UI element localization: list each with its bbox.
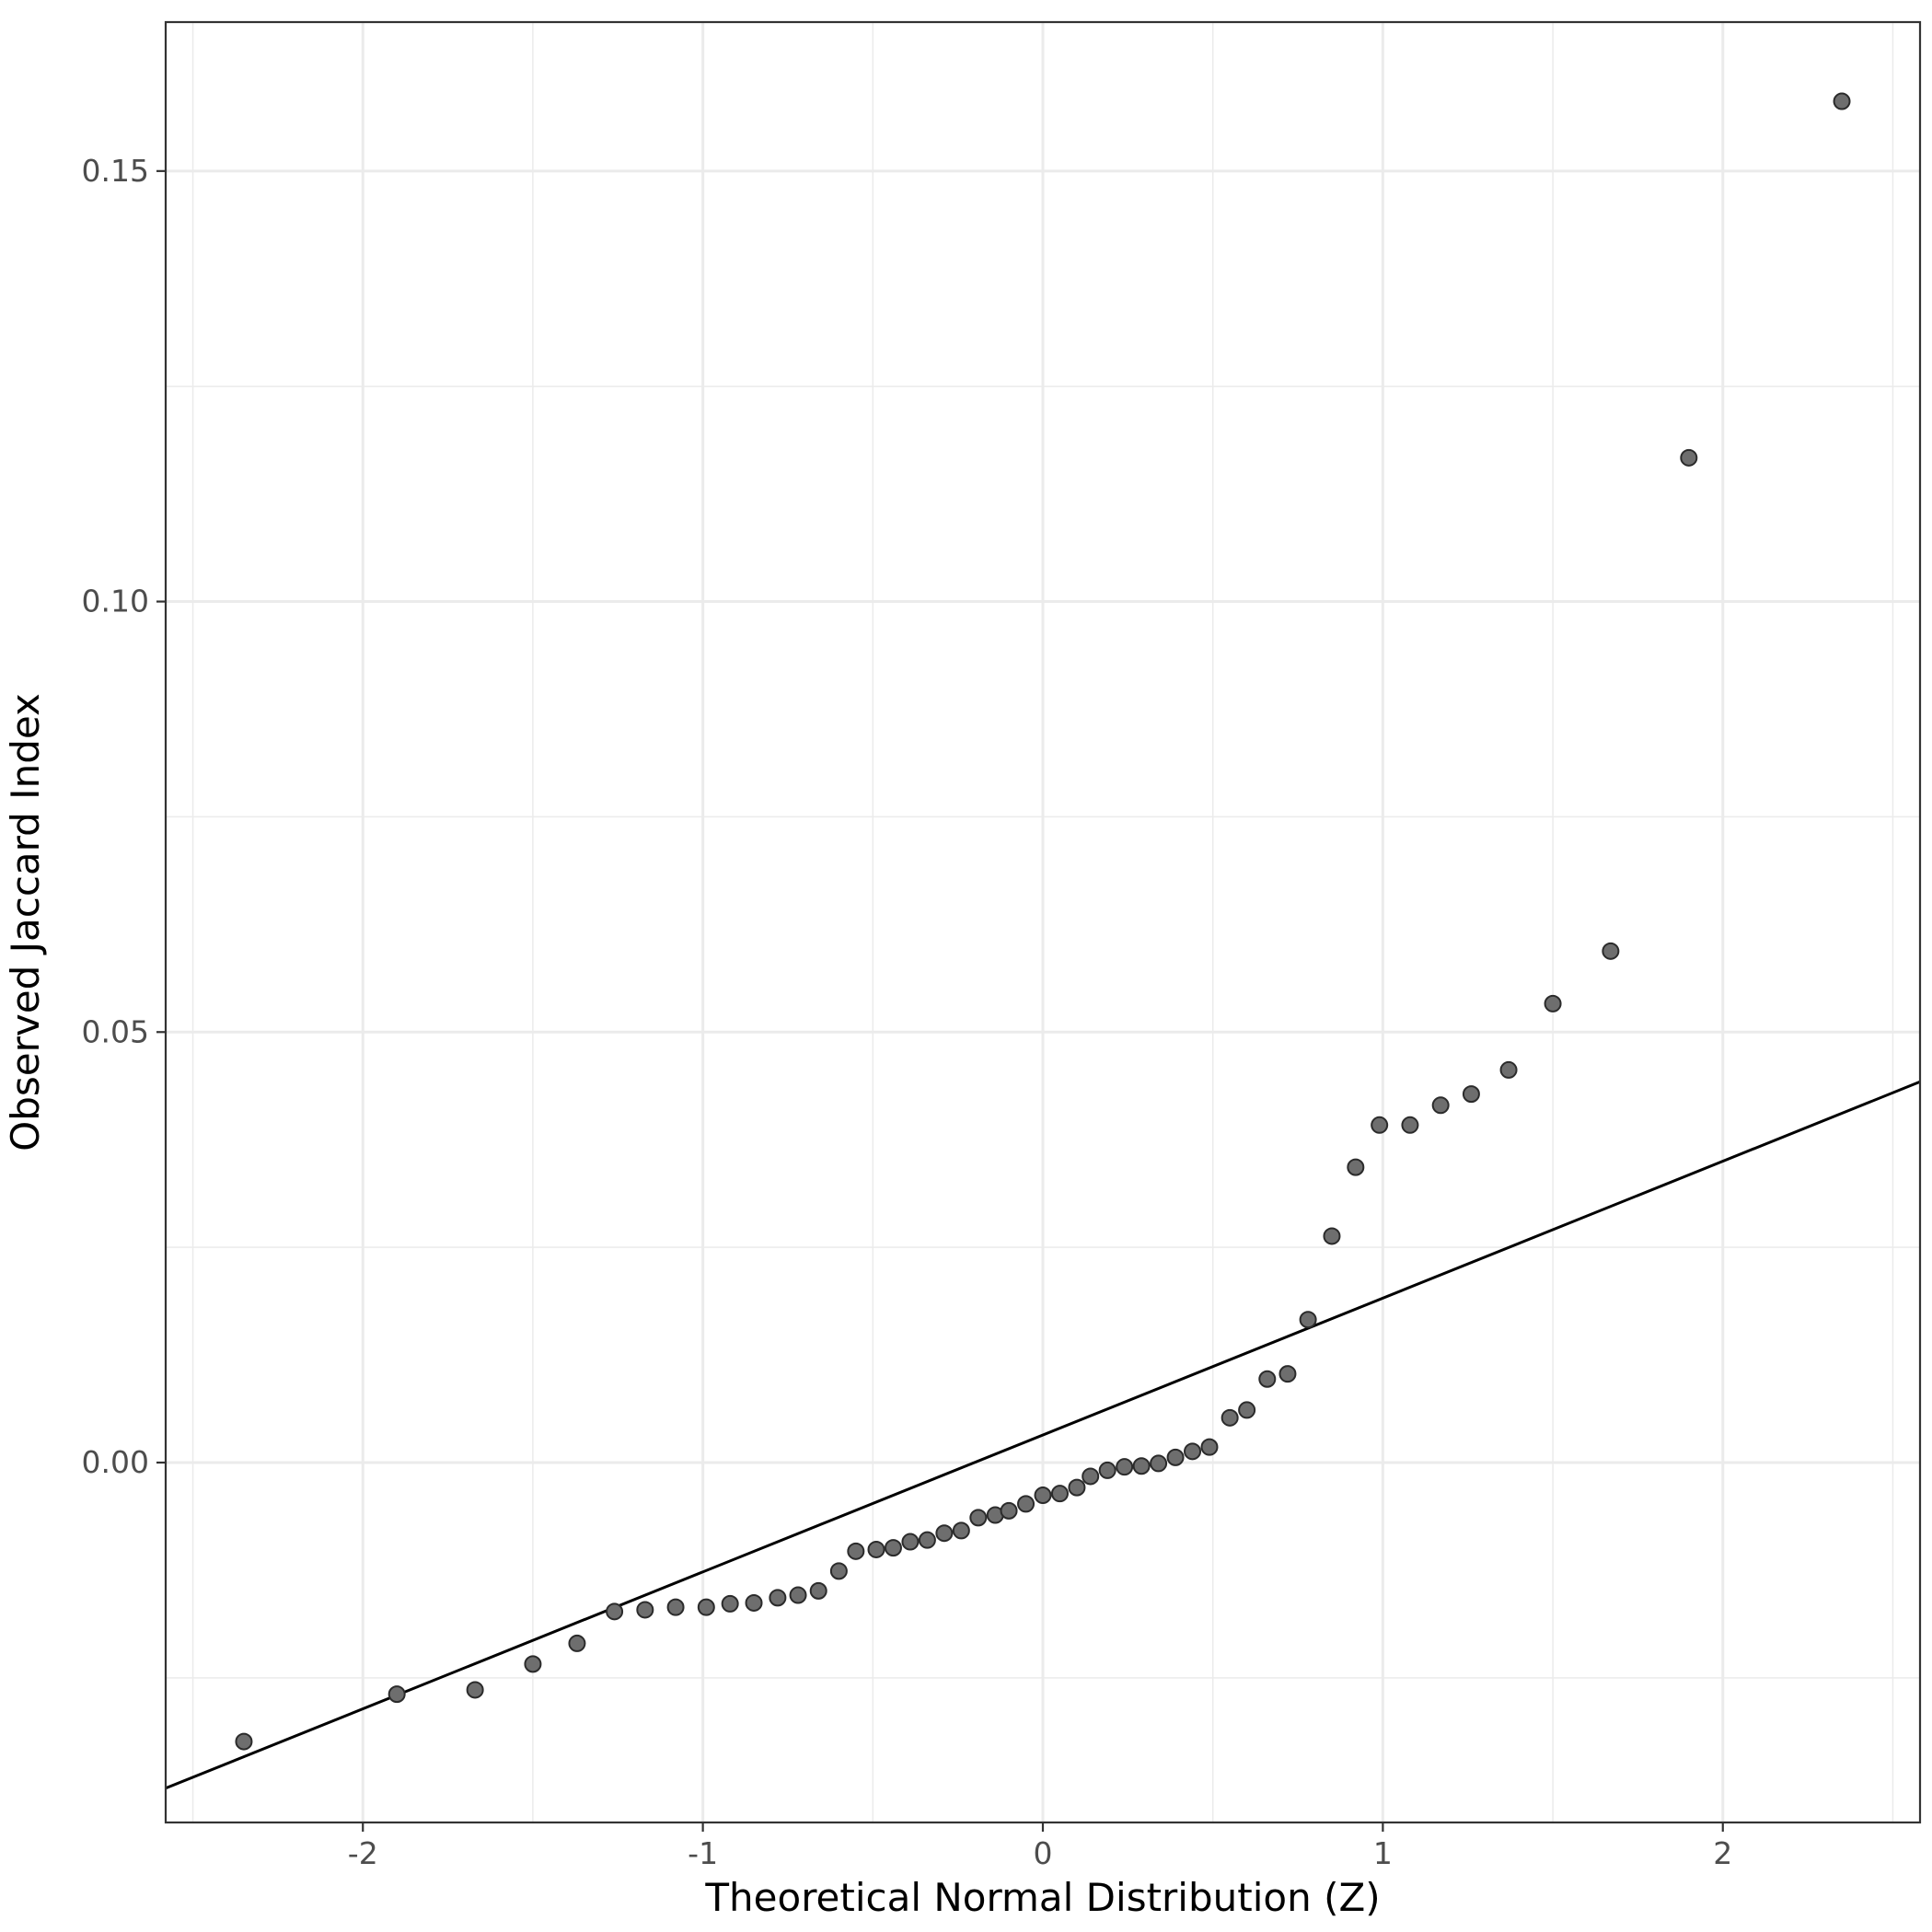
data-point xyxy=(867,1540,885,1558)
x-axis: -2 -1 0 1 2 xyxy=(348,1822,1732,1871)
data-point xyxy=(1238,1401,1256,1419)
x-tick-label: -2 xyxy=(348,1835,378,1871)
data-point xyxy=(1258,1370,1277,1388)
reference-line-group xyxy=(166,1080,1920,1790)
y-tick-label: 0.05 xyxy=(82,1013,149,1049)
data-point xyxy=(901,1533,920,1551)
data-point xyxy=(745,1593,763,1612)
data-point xyxy=(388,1685,406,1704)
data-point xyxy=(697,1598,715,1616)
data-point xyxy=(1680,448,1698,467)
data-point xyxy=(829,1562,848,1580)
data-point xyxy=(1068,1478,1086,1497)
data-point xyxy=(1034,1487,1052,1505)
data-point xyxy=(1098,1461,1116,1479)
data-point xyxy=(847,1542,865,1560)
data-point xyxy=(1050,1485,1069,1503)
y-tick-label: 0.15 xyxy=(82,153,149,189)
data-point xyxy=(1431,1096,1450,1115)
data-point xyxy=(1371,1116,1389,1134)
data-point xyxy=(1166,1448,1185,1466)
data-point xyxy=(1347,1158,1365,1176)
x-tick-label: 0 xyxy=(1034,1835,1053,1871)
data-point xyxy=(1116,1458,1134,1476)
data-point xyxy=(1602,942,1620,960)
major-gridlines xyxy=(166,22,1920,1822)
data-point xyxy=(789,1586,807,1604)
data-point xyxy=(1082,1467,1100,1486)
data-point xyxy=(606,1602,624,1621)
data-point xyxy=(1150,1454,1168,1473)
x-tick-label: -1 xyxy=(688,1835,718,1871)
y-tick-label: 0.10 xyxy=(82,584,149,619)
data-point xyxy=(769,1589,787,1607)
data-point xyxy=(1017,1495,1035,1513)
data-point xyxy=(809,1581,827,1600)
data-point xyxy=(1184,1442,1202,1461)
data-point xyxy=(1401,1116,1419,1134)
data-point xyxy=(1132,1457,1151,1475)
data-points xyxy=(235,92,1851,1751)
reference-line xyxy=(166,1080,1920,1790)
data-point xyxy=(636,1601,654,1619)
data-point xyxy=(721,1594,739,1613)
data-point xyxy=(1544,994,1562,1012)
data-point xyxy=(1499,1060,1518,1079)
data-point xyxy=(952,1521,970,1540)
data-point xyxy=(1462,1085,1480,1104)
data-point xyxy=(1200,1438,1219,1456)
data-point xyxy=(1278,1365,1297,1383)
data-point xyxy=(1299,1311,1317,1329)
data-point xyxy=(935,1524,954,1543)
y-tick-label: 0.00 xyxy=(82,1444,149,1480)
data-point xyxy=(1323,1227,1341,1245)
data-point xyxy=(1833,92,1851,110)
x-tick-label: 1 xyxy=(1373,1835,1393,1871)
y-axis: 0.00 0.05 0.10 0.15 xyxy=(82,153,166,1480)
x-axis-title: Theoretical Normal Distribution (Z) xyxy=(704,1875,1380,1920)
data-point xyxy=(884,1539,902,1557)
y-axis-title: Observed Jaccard Index xyxy=(3,693,48,1151)
data-point xyxy=(466,1681,484,1699)
data-point xyxy=(969,1509,988,1527)
data-point xyxy=(1221,1408,1239,1427)
data-point xyxy=(918,1531,936,1549)
data-point xyxy=(666,1598,685,1616)
data-point xyxy=(1000,1501,1018,1520)
data-point xyxy=(568,1634,586,1652)
x-tick-label: 2 xyxy=(1713,1835,1732,1871)
data-point xyxy=(524,1655,542,1673)
data-point xyxy=(235,1732,253,1751)
